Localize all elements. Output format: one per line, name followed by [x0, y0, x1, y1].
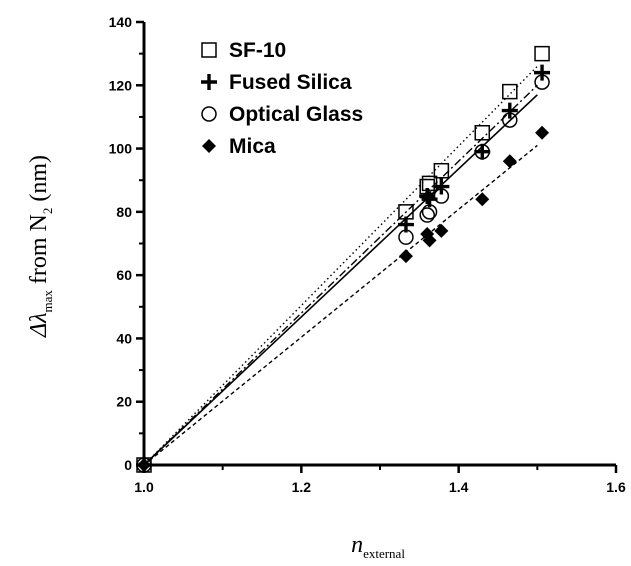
point-2-2 [419, 207, 435, 223]
y-tick-label: 40 [116, 330, 132, 346]
y-tick-label: 80 [116, 204, 132, 220]
data-marks [136, 45, 551, 473]
y-axis-title-symbol: Δλ [26, 313, 52, 338]
legend-label-0: SF-10 [229, 39, 286, 62]
point-0-0 [136, 457, 152, 473]
point-0-3 [421, 175, 438, 192]
point-1-5 [474, 143, 491, 160]
x-axis-title-sub: external [363, 546, 405, 561]
point-3-7 [535, 125, 550, 140]
fit-line-1 [143, 84, 538, 466]
y-axis-title-unit: (nm) [26, 155, 52, 208]
point-1-0 [136, 457, 152, 473]
point-0-5 [474, 125, 491, 141]
legend-marker-1 [201, 74, 217, 90]
legend-marker-0 [201, 42, 217, 58]
point-3-5 [475, 192, 490, 207]
fit-line-2 [143, 94, 538, 466]
y-tick-label: 0 [124, 457, 132, 473]
y-tick-label: 120 [109, 77, 133, 93]
point-0-6 [502, 83, 518, 100]
legend-label-2: Optical Glass [229, 103, 363, 126]
point-3-3 [422, 233, 437, 248]
point-1-6 [501, 102, 518, 119]
y-axis-title-mid: from N [26, 214, 52, 290]
point-3-1 [398, 249, 413, 264]
y-tick-label: 140 [109, 14, 133, 30]
point-1-7 [534, 64, 551, 81]
y-axis-title-sub-2: 2 [40, 208, 55, 215]
axes: 0 20 40 60 80 100 120 140 1.0 1.2 1.4 1.6 [109, 14, 626, 495]
x-tick-label: 1.2 [292, 479, 312, 495]
y-axis-title: Δλmax from N2 (nm) [26, 155, 55, 338]
y-tick-label: 100 [109, 141, 133, 157]
x-tick-label: 1.4 [449, 479, 469, 495]
x-tick-label: 1.0 [134, 479, 154, 495]
legend-label-1: Fused Silica [229, 71, 352, 94]
legend-marker-2 [201, 106, 217, 122]
fit-line-0 [143, 65, 538, 466]
point-0-4 [433, 162, 450, 179]
y-tick-label: 60 [116, 267, 132, 283]
x-axis-title-symbol: n [351, 532, 363, 558]
point-0-1 [398, 204, 414, 220]
point-3-4 [434, 223, 449, 238]
y-ticks: 0 20 40 60 80 100 120 140 [109, 14, 144, 473]
fit-lines [143, 65, 538, 466]
legend-marker-3 [202, 139, 216, 153]
x-ticks: 1.0 1.2 1.4 1.6 [134, 465, 626, 495]
y-tick-label: 20 [116, 394, 132, 410]
point-0-7 [534, 45, 550, 62]
point-3-6 [502, 154, 517, 169]
legend-label-3: Mica [229, 135, 276, 158]
x-tick-label: 1.6 [606, 479, 626, 495]
y-axis-title-sub-max: max [40, 290, 55, 313]
point-0-2 [419, 178, 435, 195]
fit-line-3 [143, 144, 538, 466]
x-axis-title: nexternal [351, 532, 405, 561]
legend: SF-10 Fused Silica Optical Glass Mica [201, 39, 363, 158]
